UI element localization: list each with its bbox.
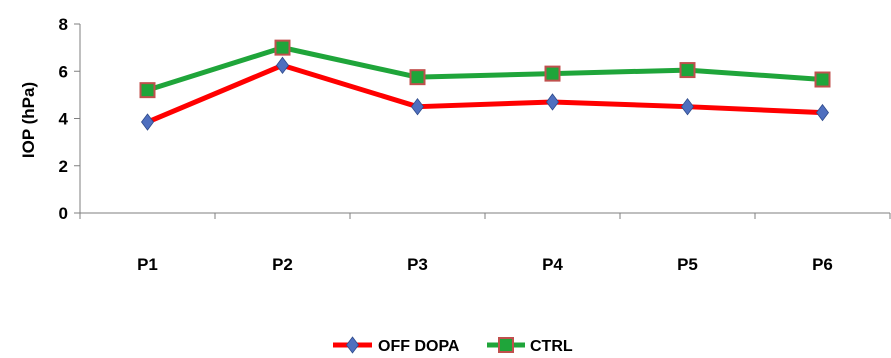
data-point	[409, 69, 426, 86]
series-line	[146, 62, 823, 125]
y-tick-label: 2	[59, 157, 68, 176]
y-axis-label: IOP (hPa)	[19, 82, 38, 158]
y-tick-label: 6	[59, 62, 68, 81]
legend-label: OFF DOPA	[378, 338, 460, 355]
data-point	[141, 113, 154, 131]
data-point	[274, 39, 291, 56]
y-tick-label: 4	[59, 110, 69, 129]
data-point	[544, 65, 561, 82]
legend-item: OFF DOPA	[333, 336, 460, 355]
legend-label: CTRL	[530, 338, 573, 355]
data-point	[411, 98, 424, 116]
data-point	[546, 93, 559, 111]
legend-marker	[498, 337, 514, 353]
y-ticks: 0 2 4 6 8	[59, 15, 80, 223]
series-line	[146, 45, 823, 93]
data-point	[276, 56, 289, 75]
series-off-dopa	[141, 56, 829, 131]
legend: OFF DOPA CTRL	[333, 336, 573, 355]
legend-marker	[346, 336, 359, 354]
x-tick-label: P6	[812, 255, 833, 274]
data-point	[139, 82, 156, 99]
series-group	[139, 39, 831, 131]
x-tick-label: P1	[137, 255, 158, 274]
data-point	[679, 62, 696, 79]
data-point	[681, 98, 694, 116]
x-tick-label: P2	[272, 255, 293, 274]
series-ctrl	[139, 39, 831, 99]
data-point	[816, 103, 829, 122]
x-ticks: P1 P2 P3 P4 P5 P6	[79, 213, 891, 274]
axes	[79, 24, 890, 214]
x-tick-label: P3	[407, 255, 428, 274]
data-point	[814, 71, 831, 88]
y-tick-label: 8	[59, 15, 68, 34]
legend-item: CTRL	[487, 337, 573, 355]
y-tick-label: 0	[59, 204, 68, 223]
x-tick-label: P4	[542, 255, 563, 274]
x-tick-label: P5	[677, 255, 698, 274]
